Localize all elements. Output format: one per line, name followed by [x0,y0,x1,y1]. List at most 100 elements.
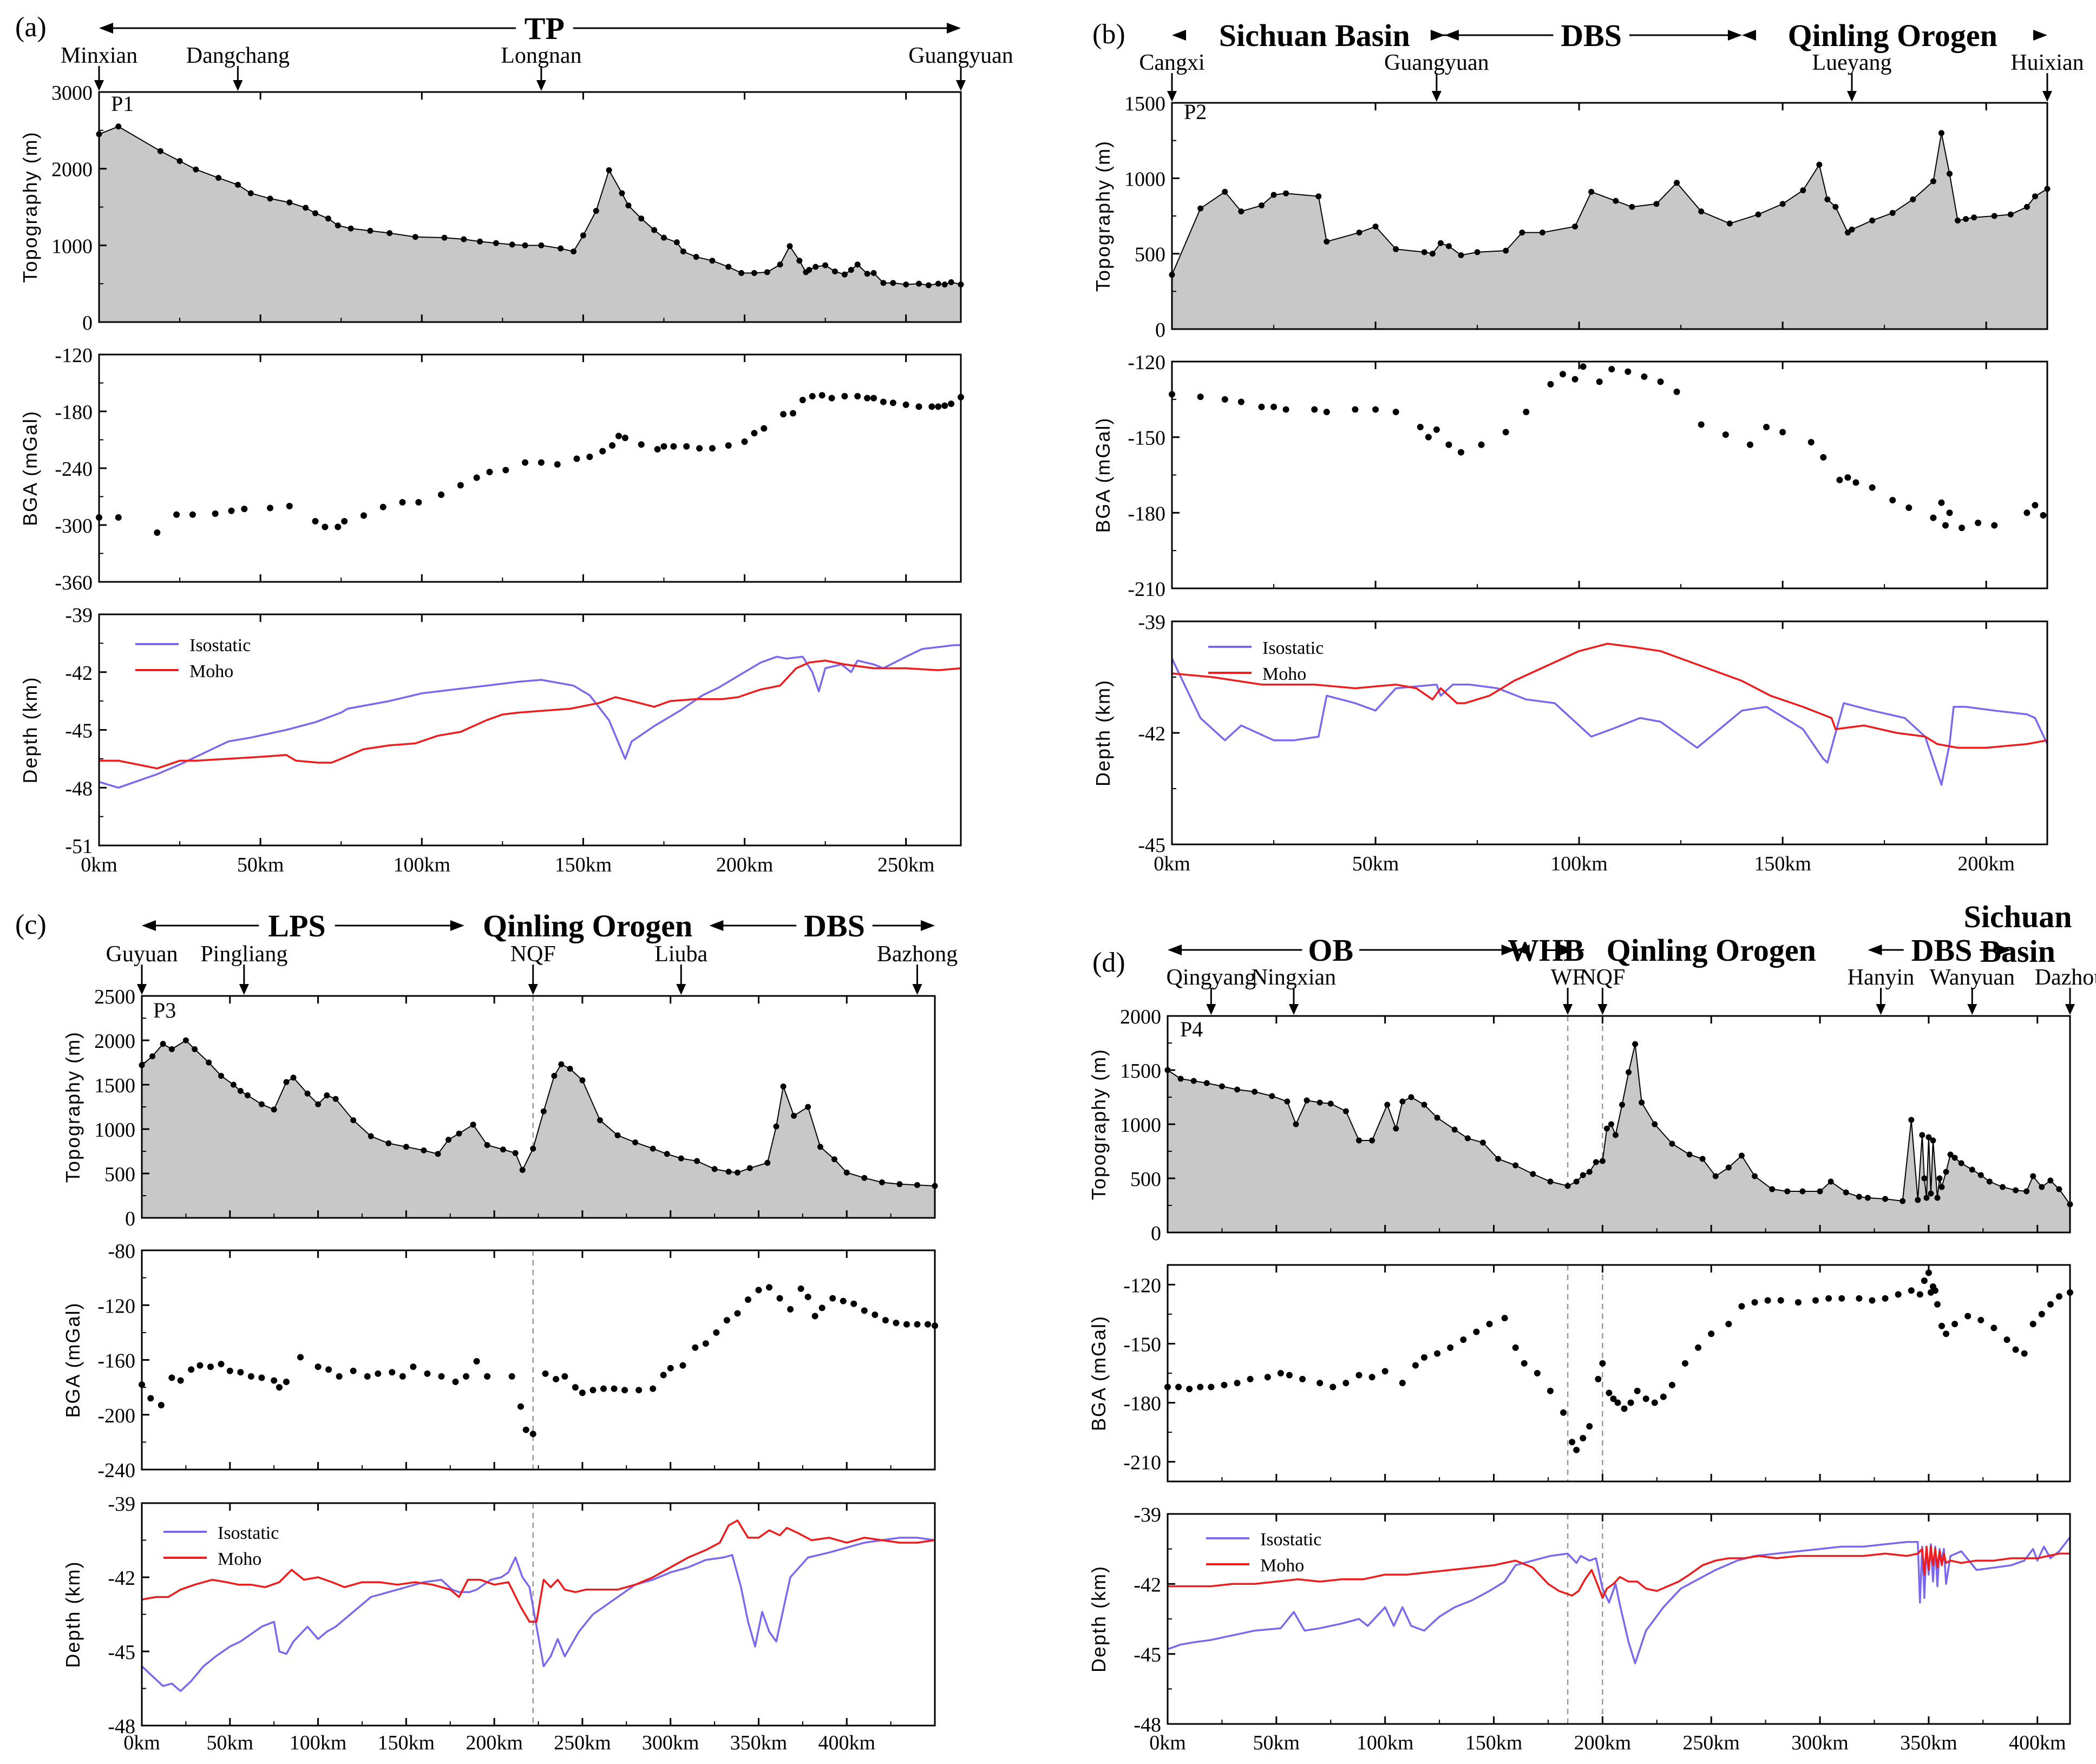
topography-point [831,1156,837,1163]
y-axis-label: BGA (mGal) [19,410,41,526]
bga-point [780,411,787,418]
bga-point [1938,499,1945,506]
bga-point [809,393,816,399]
y-tick-label: 500 [104,1163,135,1186]
place-label: Dazhou [2035,965,2096,990]
topography-point [325,215,331,222]
topography-point [176,158,183,164]
moho-line [1168,1545,2070,1599]
topography-point [1219,1083,1225,1090]
topography-point [1190,1078,1197,1084]
topography-point [579,1077,586,1084]
bga-subplot: -210 -180 -150 -120 BGA (mGal) [1092,351,2048,601]
x-tick-label: 100km [1550,853,1608,875]
arrowhead-right [450,920,464,931]
topography-point [1698,208,1705,215]
place-arrowhead [1167,91,1177,102]
bga-point [787,1306,794,1313]
bga-point [1547,1387,1554,1394]
bga-point [553,1375,560,1382]
bga-point [1946,509,1953,516]
bga-point [650,1385,657,1392]
bga-point [667,1365,674,1372]
bga-point [226,1367,233,1374]
bga-point [115,514,122,521]
topography-point [1626,1069,1632,1076]
topography-point [1252,1088,1258,1095]
place-label: Longnan [501,43,581,68]
place-label: Wanyuan [1929,965,2015,990]
bga-point [692,1344,699,1351]
bga-subplot: -360 -300 -240 -180 -120 BGA (mGal) [19,344,964,594]
topography-point [1928,1190,1934,1197]
place-arrowhead [1846,91,1857,102]
y-tick-label: -120 [97,1295,135,1317]
place-label: Pingliang [200,942,287,967]
y-axis-label: Depth (km) [62,1560,84,1668]
arrowhead-right [1727,30,1742,41]
bga-point [734,1310,741,1317]
bga-point [776,1295,783,1302]
y-tick-label: 500 [1135,244,1165,266]
arrowhead-left [1172,30,1186,41]
bga-point [818,1304,826,1311]
bga-point [1844,474,1851,481]
bga-point [1368,1374,1376,1381]
topography-point [650,1145,656,1152]
topography-point [673,239,680,246]
topography-point [1429,251,1436,257]
topography-point [848,267,854,273]
topography-point [764,1159,771,1166]
bga-point [615,432,622,440]
place-arrowhead [2042,91,2052,102]
topography-point [1738,1152,1745,1159]
bga-point [286,503,293,509]
topography-point [421,1147,427,1153]
bga-frame [1167,1264,2071,1483]
topography-point [1327,1100,1334,1107]
y-tick-label: -210 [1128,578,1165,601]
place-arrowhead [1967,1004,1977,1015]
bga-point [177,1377,184,1384]
place-arrowhead [956,80,966,91]
legend-label: Isostatic [1262,638,1324,658]
legend-label: Isostatic [189,635,251,655]
place-arrowhead [2065,1004,2075,1015]
bga-point [1502,429,1509,436]
topography-point [567,1065,573,1072]
bga-point [870,395,877,402]
y-tick-label: 0 [1151,1222,1161,1245]
topography-point [1408,1094,1414,1100]
bga-point [1925,1269,1932,1276]
depth-subplot: Isostatic Moho -45 -42 -39 Depth (km) [1092,611,2048,857]
region-label: Sichuan [1964,899,2072,934]
bga-point [196,1362,204,1369]
topography-point [896,1181,903,1188]
bga-point [924,1321,931,1328]
bga-point [1277,1370,1284,1376]
bga-point [1445,441,1452,448]
topography-point [1384,1101,1391,1108]
y-tick-label: 2000 [94,1030,135,1053]
bga-point [1634,1387,1641,1394]
x-tick-label: 0km [1149,1732,1186,1754]
place-arrowhead [1563,1004,1573,1015]
topography-point [456,1130,462,1137]
bga-point [283,1379,290,1385]
topography-point [1653,201,1660,207]
topography-point [1674,180,1680,186]
topography-point [1234,1086,1241,1093]
bga-point [600,1385,607,1392]
topography-point [1451,1126,1458,1133]
topography-point [512,1150,519,1156]
topography-point [324,1092,330,1099]
topography-point [1951,1155,1958,1161]
bga-point [1657,378,1664,385]
place-label: Guangyuan [908,43,1013,68]
y-tick-label: -39 [1138,611,1165,634]
topography-point [412,234,418,240]
topography-point [1938,130,1944,136]
topography-point [711,1166,718,1172]
bga-point [1942,522,1949,529]
topography-point [725,264,732,270]
